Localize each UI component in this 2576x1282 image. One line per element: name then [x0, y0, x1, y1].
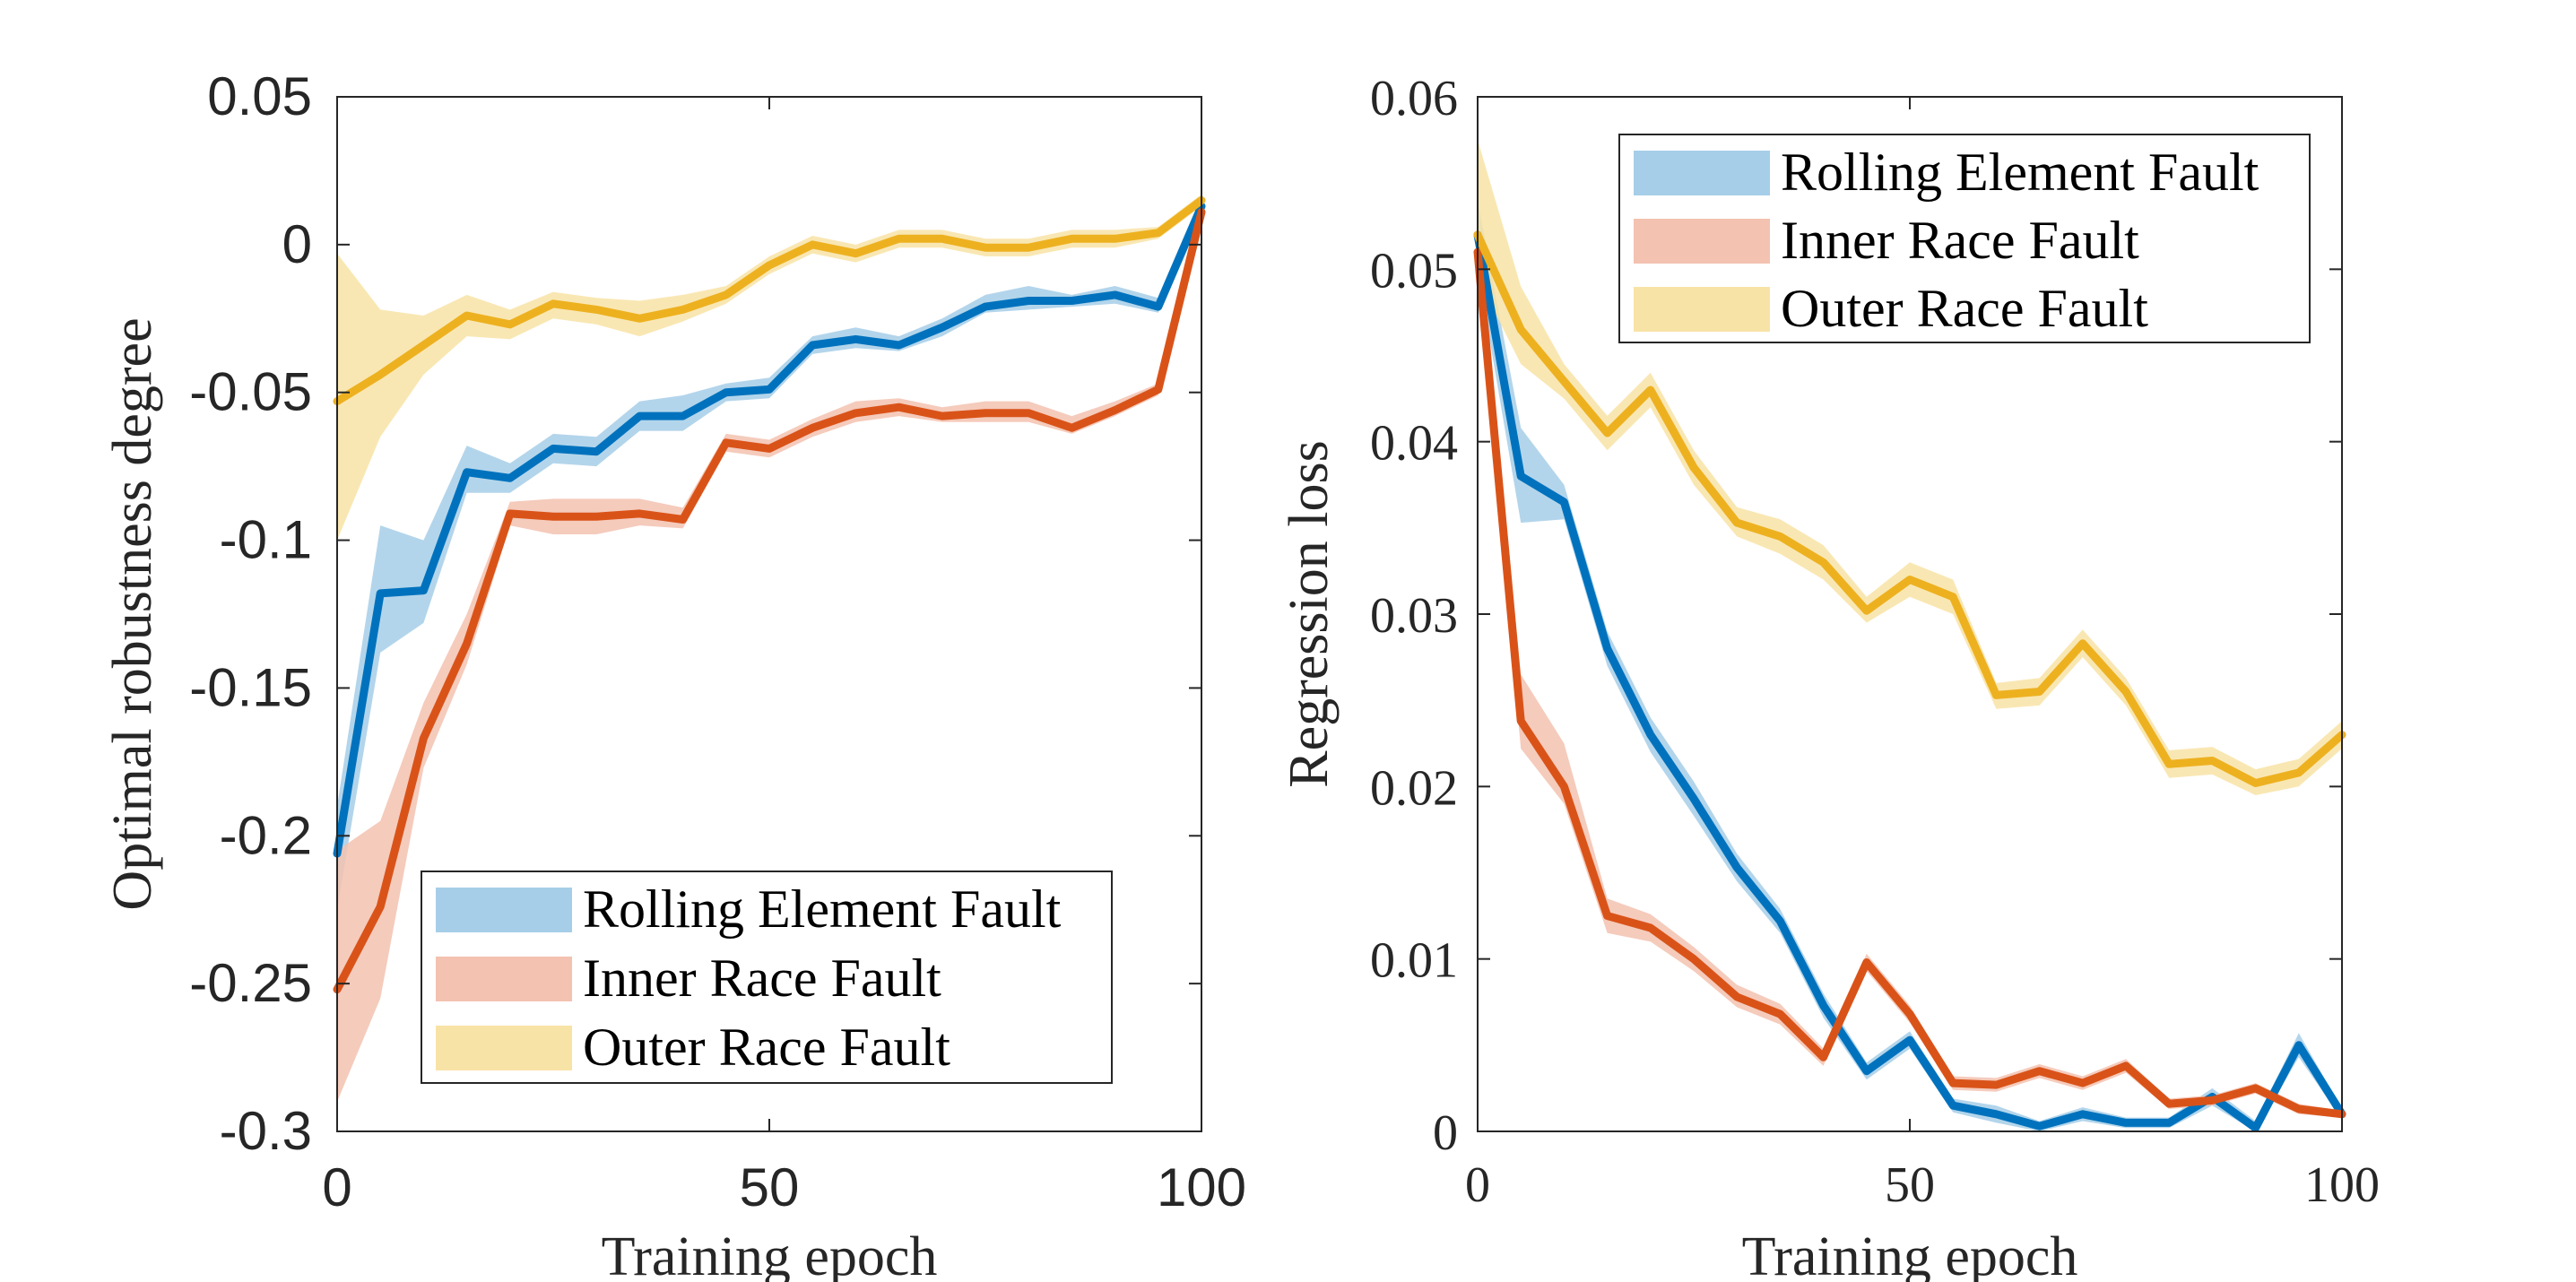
- legend-label: Rolling Element Fault: [1781, 143, 2259, 202]
- y-tick-label: 0.03: [1370, 588, 1458, 644]
- legend-swatch: [1634, 287, 1770, 332]
- y-tick-label: -0.25: [189, 953, 312, 1013]
- x-tick-label: 100: [1157, 1157, 1246, 1217]
- y-axis-label: Optimal robustness degree: [102, 317, 163, 910]
- y-tick-label: 0.05: [1370, 243, 1458, 299]
- left-chart: 0.050-0.05-0.1-0.15-0.2-0.25-0.30 50 100Tr…: [102, 66, 1246, 1282]
- series-line-1: [1473, 247, 2346, 1119]
- legend-swatch: [1634, 151, 1770, 195]
- x-axis-label: Training epoch: [602, 1226, 938, 1282]
- y-tick-label: -0.1: [220, 510, 312, 570]
- legend-label: Inner Race Fault: [583, 949, 941, 1008]
- legend-swatch: [1634, 219, 1770, 264]
- y-tick-label: 0.02: [1370, 760, 1458, 816]
- legend-swatch: [436, 1026, 572, 1070]
- series-line-0: [333, 202, 1206, 858]
- legend-label: Outer Race Fault: [583, 1018, 950, 1077]
- y-tick-label: 0.01: [1370, 933, 1458, 989]
- y-tick-label: 0.04: [1370, 416, 1458, 472]
- legend-swatch: [436, 888, 572, 932]
- y-tick-label: -0.05: [189, 362, 312, 422]
- x-tick-label: 0: [1465, 1157, 1490, 1213]
- x-tick-label: 50: [1885, 1157, 1935, 1213]
- y-tick-label: -0.2: [220, 805, 312, 865]
- y-tick-label: 0.05: [207, 66, 312, 126]
- y-tick-label: 0.06: [1370, 71, 1458, 126]
- y-tick-label: 0: [282, 214, 312, 274]
- series-line-1: [333, 208, 1206, 994]
- x-tick-label: 100: [2304, 1157, 2380, 1213]
- series-line-2: [1473, 230, 2346, 787]
- legend-label: Inner Race Fault: [1781, 211, 2139, 270]
- y-tick-label: -0.3: [220, 1101, 312, 1161]
- legend-label: Rolling Element Fault: [583, 879, 1062, 939]
- y-tick-label: 0: [1433, 1105, 1458, 1161]
- y-tick-label: -0.15: [189, 657, 312, 717]
- series-line-2: [333, 195, 1206, 406]
- legend-swatch: [436, 957, 572, 1001]
- x-axis-label: Training epoch: [1742, 1226, 2078, 1282]
- right-chart: 0.06 0.05 0.04 0.03 0.02 0.01 00 50 100 Training …: [1279, 71, 2380, 1282]
- x-tick-label: 50: [740, 1157, 800, 1217]
- x-tick-label: 0: [322, 1157, 351, 1217]
- legend-label: Outer Race Fault: [1781, 279, 2148, 338]
- y-axis-label: Regression loss: [1279, 440, 1340, 788]
